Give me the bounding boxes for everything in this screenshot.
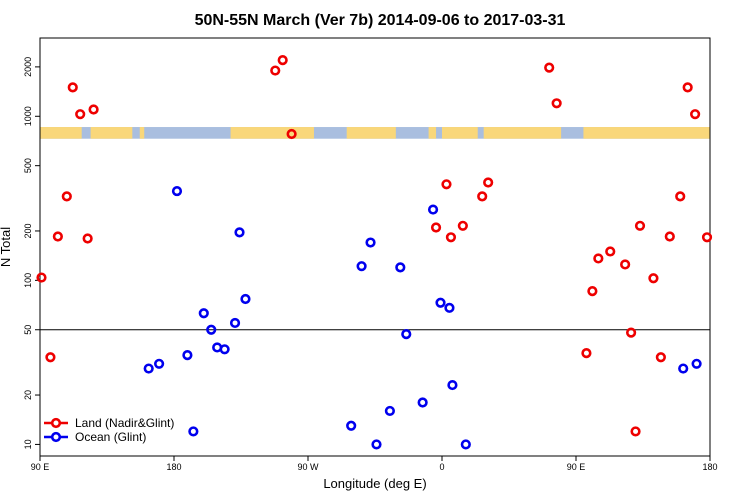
ocean-point — [143, 363, 154, 374]
land-band-segment — [90, 127, 133, 139]
land-point — [675, 191, 686, 202]
ocean-point — [206, 324, 217, 335]
land-point — [75, 109, 86, 120]
x-axis-label: Longitude (deg E) — [323, 476, 426, 491]
ocean-point — [691, 358, 702, 369]
legend: Land (Nadir&Glint)Ocean (Glint) — [44, 416, 174, 444]
land-point — [277, 54, 288, 66]
land-point — [682, 82, 693, 93]
y-tick-label: 1000 — [23, 106, 33, 126]
ocean-point — [435, 297, 446, 308]
land-point — [445, 232, 457, 243]
legend-ocean-marker — [50, 431, 62, 443]
land-point — [441, 179, 452, 190]
land-point — [690, 109, 701, 120]
land-point — [630, 426, 641, 437]
land-point — [551, 98, 562, 109]
legend-ocean-label: Ocean (Glint) — [75, 430, 146, 444]
ocean-point — [444, 302, 455, 313]
land-band-segment — [40, 127, 82, 139]
land-point — [61, 191, 72, 202]
land-point — [52, 231, 63, 242]
y-tick-label: 2000 — [23, 57, 33, 77]
land-band-segment — [442, 127, 478, 139]
land-point — [270, 65, 281, 76]
land-point — [286, 128, 297, 140]
y-axis: 10 20 50 100 200 500 1000 2000 — [23, 57, 40, 449]
y-tick-label: 50 — [23, 325, 33, 335]
legend-land-label: Land (Nadir&Glint) — [75, 416, 174, 430]
ocean-point — [171, 185, 183, 197]
y-tick-label: 20 — [23, 390, 33, 400]
land-ocean-map-band — [40, 127, 710, 139]
land-band-segment — [428, 127, 437, 139]
land-point — [701, 232, 713, 243]
land-point — [634, 220, 646, 231]
ocean-point — [365, 237, 376, 248]
land-point — [36, 272, 47, 283]
ocean-point — [356, 261, 367, 272]
land-band-segment — [346, 127, 396, 139]
land-point — [587, 285, 598, 297]
x-axis: 90 E 180 90 W 0 90 E 180 — [31, 456, 718, 472]
y-axis-label: N Total — [0, 227, 13, 267]
ocean-point — [401, 329, 412, 340]
ocean-point — [460, 439, 471, 450]
x-tick-label: 90 E — [31, 462, 50, 472]
ocean-point — [240, 293, 251, 305]
land-point — [483, 177, 494, 188]
land-point — [67, 82, 78, 93]
land-point — [457, 220, 468, 231]
land-point — [593, 253, 604, 264]
ocean-point — [384, 405, 395, 417]
land-point — [648, 273, 659, 284]
x-tick-label: 180 — [702, 462, 717, 472]
ocean-point — [678, 363, 689, 374]
land-band-segment — [139, 127, 145, 139]
ocean-point — [395, 262, 406, 273]
ocean-point — [154, 358, 165, 369]
ocean-point — [188, 426, 199, 437]
land-band-segment — [483, 127, 562, 139]
ocean-point — [427, 204, 439, 215]
ocean-point — [219, 344, 230, 355]
y-tick-label: 10 — [23, 439, 33, 449]
data-points — [36, 54, 713, 450]
legend-land-marker — [50, 417, 62, 429]
land-point — [605, 246, 616, 257]
ocean-point — [198, 308, 209, 319]
land-point — [45, 352, 56, 363]
land-point — [664, 231, 675, 242]
land-band-segment — [230, 127, 314, 139]
land-point — [477, 191, 488, 202]
ocean-point — [229, 317, 241, 329]
land-band-segment — [583, 127, 710, 139]
y-tick-label: 100 — [23, 273, 33, 288]
ocean-point — [346, 420, 357, 431]
y-tick-label: 200 — [23, 223, 33, 238]
land-point — [88, 104, 99, 115]
land-point — [655, 352, 666, 363]
land-point — [430, 222, 442, 233]
land-point — [581, 348, 592, 359]
x-tick-label: 90 E — [567, 462, 586, 472]
land-point — [625, 327, 637, 338]
x-tick-label: 90 W — [297, 462, 319, 472]
land-point — [620, 259, 631, 270]
x-tick-label: 0 — [439, 462, 444, 472]
y-tick-label: 500 — [23, 158, 33, 173]
plot-frame — [39, 37, 711, 457]
x-tick-label: 180 — [166, 462, 181, 472]
ocean-point — [234, 227, 245, 238]
chart-title: 50N-55N March (Ver 7b) 2014-09-06 to 201… — [195, 12, 566, 29]
ocean-point — [371, 439, 382, 450]
land-point — [544, 62, 555, 73]
ocean-point — [417, 397, 428, 408]
land-point — [82, 233, 93, 244]
ocean-point — [447, 379, 458, 391]
ocean-point — [182, 350, 193, 361]
